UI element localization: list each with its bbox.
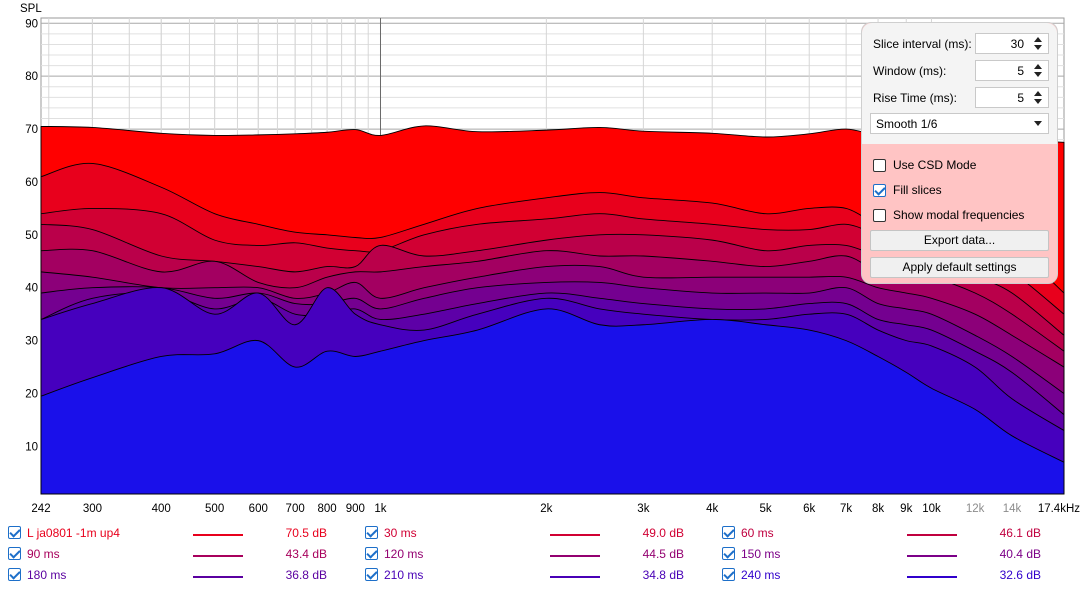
spinner-arrows-icon[interactable] [1033,36,1043,51]
y-tick-label: 80 [25,71,38,83]
x-tick-label: 7k [840,503,852,515]
legend-name: 210 ms [384,568,424,582]
y-tick-labels: 90 80 70 60 50 40 30 20 10 [25,18,38,453]
legend-name: 120 ms [384,547,424,561]
legend-name: 90 ms [27,547,60,561]
legend-swatch [907,534,957,536]
legend-checkbox[interactable] [722,547,735,560]
x-tick-label: 3k [637,503,649,515]
x-tick-label: 12k [966,503,985,515]
legend-swatch [193,576,243,578]
settings-panel: Slice interval (ms): 30 Window (ms): 5 R… [861,22,1058,284]
csd-mode-label[interactable]: Use CSD Mode [893,158,977,172]
legend-checkbox[interactable] [8,526,21,539]
slice-interval-spinner[interactable]: 30 [975,33,1049,54]
spinner-arrows-icon[interactable] [1033,90,1043,105]
legend-name: 180 ms [27,568,67,582]
x-tick-label: 400 [152,503,171,515]
window-label: Window (ms): [873,64,947,78]
y-tick-label: 40 [25,283,38,295]
x-tick-label: 17.4kHz [1038,503,1080,515]
y-tick-label: 60 [25,177,38,189]
legend-name: 150 ms [741,547,781,561]
legend-name: L ja0801 -1m up4 [27,526,120,540]
y-tick-label: 20 [25,389,38,401]
legend: L ja0801 -1m up4 70.5 dB 30 ms 49.0 dB 6… [0,521,1084,585]
x-tick-label: 300 [83,503,102,515]
x-tick-label: 14k [1003,503,1022,515]
legend-value: 40.4 dB [999,547,1041,561]
y-tick-label: 90 [25,18,38,30]
legend-checkbox[interactable] [722,526,735,539]
window-value[interactable]: 5 [1017,64,1024,78]
rise-time-value[interactable]: 5 [1017,91,1024,105]
slice-interval-value[interactable]: 30 [1010,37,1024,51]
legend-value: 46.1 dB [999,526,1041,540]
legend-swatch [907,576,957,578]
x-tick-label: 1k [374,503,386,515]
legend-name: 30 ms [384,526,417,540]
legend-swatch [193,534,243,536]
legend-value: 34.8 dB [642,568,684,582]
x-tick-label: 9k [900,503,912,515]
spinner-arrows-icon[interactable] [1033,63,1043,78]
modal-frequencies-label[interactable]: Show modal frequencies [893,208,1025,222]
fill-slices-checkbox[interactable] [873,184,886,197]
x-tick-label: 5k [760,503,772,515]
x-tick-label: 6k [803,503,815,515]
legend-value: 32.6 dB [999,568,1041,582]
slice-9 [40,308,1065,495]
rise-time-spinner[interactable]: 5 [975,87,1049,108]
legend-value: 36.8 dB [285,568,327,582]
fill-slices-label[interactable]: Fill slices [893,183,942,197]
y-axis-label: SPL [20,3,42,15]
x-tick-label: 600 [249,503,268,515]
x-tick-label: 800 [318,503,337,515]
legend-swatch [907,555,957,557]
x-tick-label: 4k [706,503,718,515]
y-tick-label: 70 [25,124,38,136]
y-tick-label: 10 [25,441,38,453]
legend-checkbox[interactable] [722,568,735,581]
x-tick-label: 500 [205,503,224,515]
x-tick-label: 700 [286,503,305,515]
legend-checkbox[interactable] [8,547,21,560]
chevron-down-icon[interactable] [1034,121,1042,126]
legend-checkbox[interactable] [8,568,21,581]
legend-checkbox[interactable] [365,547,378,560]
export-data-button[interactable]: Export data... [870,230,1049,251]
legend-swatch [550,534,600,536]
csd-mode-checkbox[interactable] [873,159,886,172]
legend-checkbox[interactable] [365,526,378,539]
x-tick-label: 2k [540,503,552,515]
modal-frequencies-checkbox[interactable] [873,209,886,222]
slices [40,125,1065,495]
legend-checkbox[interactable] [365,568,378,581]
x-tick-label: 900 [346,503,365,515]
x-tick-label: 8k [872,503,884,515]
legend-value: 70.5 dB [285,526,327,540]
smoothing-value[interactable]: Smooth 1/6 [876,117,938,131]
x-tick-labels: 242 300 400 500 600 700 800 900 1k 2k 3k 4k 5k 6k 7k 8k… [31,503,1080,515]
x-tick-label: 10k [922,503,941,515]
waterfall-chart: SPL 90 80 70 60 50 40 30 20 10 242 300 400 500 600 70… [20,3,1080,515]
legend-swatch [193,555,243,557]
window-spinner[interactable]: 5 [975,60,1049,81]
x-tick-label: 242 [31,503,50,515]
rise-time-label: Rise Time (ms): [873,91,957,105]
y-tick-label: 30 [25,336,38,348]
legend-value: 44.5 dB [642,547,684,561]
y-tick-label: 50 [25,230,38,242]
legend-name: 60 ms [741,526,774,540]
legend-swatch [550,576,600,578]
apply-default-settings-button[interactable]: Apply default settings [870,257,1049,278]
smoothing-select[interactable]: Smooth 1/6 [870,113,1049,134]
legend-swatch [550,555,600,557]
slice-interval-label: Slice interval (ms): [873,37,972,51]
legend-name: 240 ms [741,568,781,582]
legend-value: 49.0 dB [642,526,684,540]
legend-value: 43.4 dB [285,547,327,561]
